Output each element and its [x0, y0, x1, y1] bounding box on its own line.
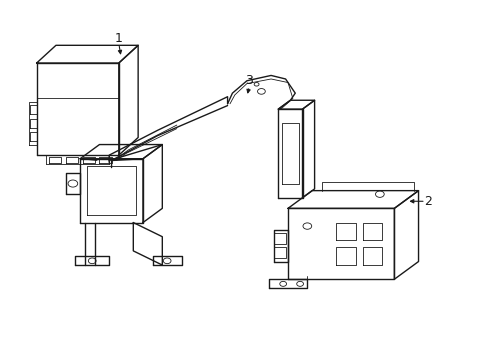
Text: 1: 1 [115, 32, 122, 45]
Text: 3: 3 [245, 74, 253, 87]
Text: 2: 2 [424, 195, 431, 208]
